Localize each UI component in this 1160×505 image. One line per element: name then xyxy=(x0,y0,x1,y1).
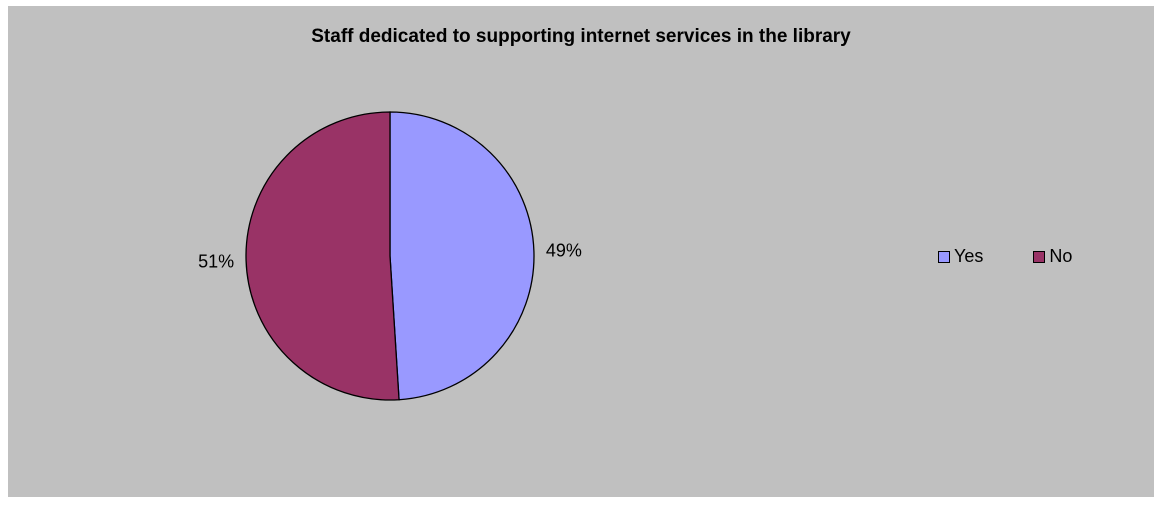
pie-slice-no xyxy=(245,111,400,401)
pie-slice-yes xyxy=(389,111,535,401)
slice-label-no: 51% xyxy=(198,251,234,271)
legend-item-no: No xyxy=(1033,246,1072,267)
legend: Yes No xyxy=(938,246,1072,267)
legend-label-yes: Yes xyxy=(954,246,984,266)
legend-item-yes: Yes xyxy=(938,246,983,267)
legend-swatch-no xyxy=(1033,250,1046,263)
chart-title: Staff dedicated to supporting internet s… xyxy=(311,26,851,47)
legend-label-no: No xyxy=(1049,246,1073,266)
chart-area: Staff dedicated to supporting internet s… xyxy=(8,6,1154,497)
slice-label-yes: 49% xyxy=(546,241,582,261)
pie-chart: 49% 51% xyxy=(198,111,582,401)
legend-swatch-yes xyxy=(938,250,950,263)
